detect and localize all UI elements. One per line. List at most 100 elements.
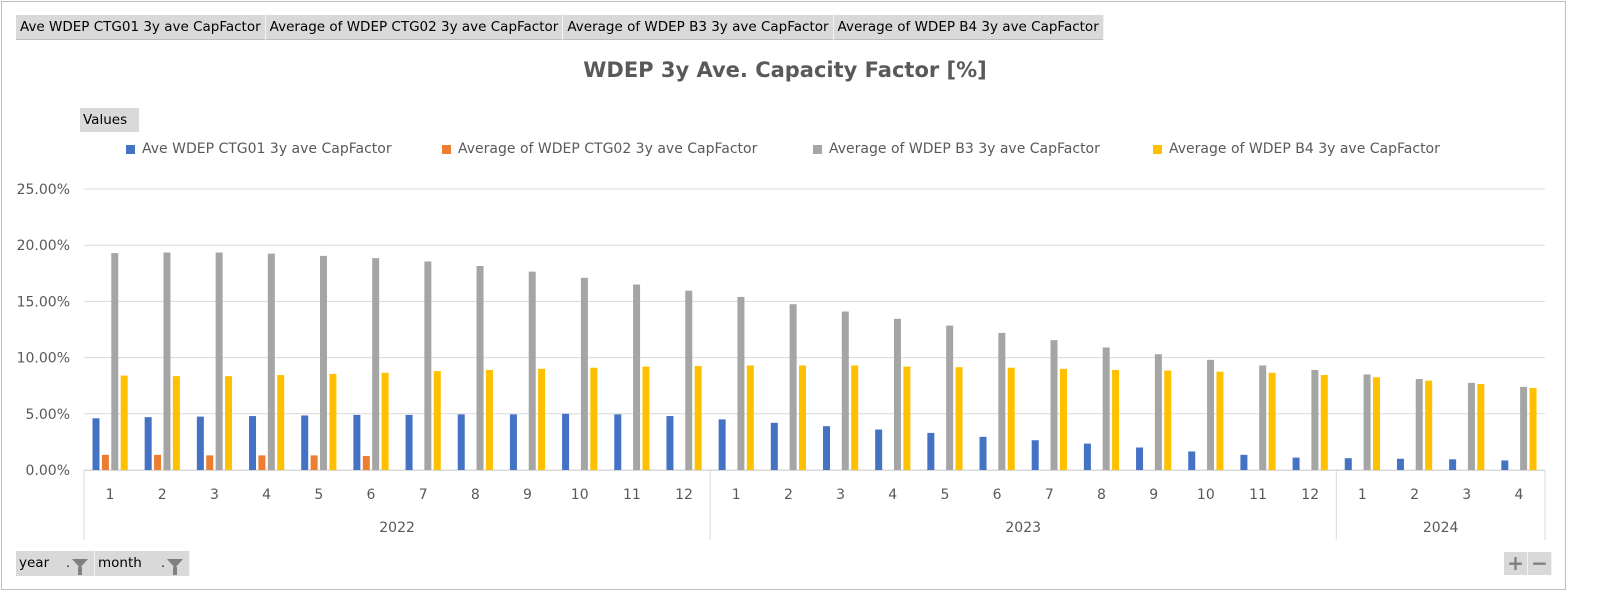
bar-3 [946, 325, 954, 470]
bar-1 [144, 417, 152, 470]
bar-1 [1188, 451, 1196, 470]
month-filter-label: month [98, 555, 142, 571]
month-label: 8 [1097, 487, 1106, 503]
bar-1 [1501, 460, 1509, 470]
chart-area [1, 1, 1566, 590]
month-label: 2 [1410, 487, 1419, 503]
bar-2 [310, 455, 318, 470]
bar-1 [249, 416, 257, 470]
year-label: 2024 [1423, 520, 1459, 536]
bar-1 [92, 418, 100, 470]
month-label: 1 [106, 487, 115, 503]
field-button-b3[interactable]: Average of WDEP B3 3y ave CapFactor [563, 15, 834, 40]
bar-4 [694, 366, 702, 470]
month-label: 8 [471, 487, 480, 503]
month-label: 3 [1462, 487, 1471, 503]
bar-4 [1268, 372, 1276, 470]
bar-4 [1164, 370, 1172, 470]
month-label: 10 [571, 487, 589, 503]
bar-3 [476, 265, 484, 470]
bar-3 [633, 284, 641, 470]
bar-1 [1449, 459, 1457, 470]
bar-4 [799, 365, 807, 470]
bar-3 [1050, 340, 1058, 470]
bar-3 [267, 253, 275, 470]
bar-2 [154, 454, 162, 470]
axis-field-buttons: year. month. [16, 551, 190, 576]
bar-3 [1467, 382, 1475, 470]
bar-4 [955, 367, 963, 470]
month-label: 10 [1197, 487, 1215, 503]
y-tick-label: 0.00% [26, 463, 70, 479]
y-tick-label: 15.00% [17, 294, 70, 310]
collapse-field-button[interactable]: − [1528, 552, 1552, 575]
month-label: 6 [993, 487, 1002, 503]
bar-1 [1083, 443, 1091, 470]
values-field-button[interactable]: Values [80, 108, 140, 132]
bar-3 [580, 277, 588, 470]
bar-3 [215, 252, 223, 470]
month-label: 6 [367, 487, 376, 503]
bar-4 [538, 368, 546, 470]
bar-1 [196, 416, 204, 470]
bar-4 [590, 367, 598, 470]
bar-4 [1320, 375, 1328, 470]
bar-1 [1344, 458, 1352, 470]
filter-icon [72, 559, 88, 575]
bar-3 [998, 332, 1006, 470]
month-label: 1 [732, 487, 741, 503]
legend-item-ctg01[interactable]: Ave WDEP CTG01 3y ave CapFactor [126, 141, 392, 157]
month-label: 7 [1045, 487, 1054, 503]
legend-swatch [126, 144, 135, 154]
bar-1 [770, 422, 778, 470]
bar-3 [111, 253, 119, 470]
bar-1 [301, 415, 309, 470]
bar-3 [789, 304, 797, 470]
bar-2 [258, 455, 266, 470]
field-button-ctg02[interactable]: Average of WDEP CTG02 3y ave CapFactor [265, 15, 564, 40]
month-label: 4 [262, 487, 271, 503]
field-button-ctg01[interactable]: Ave WDEP CTG01 3y ave CapFactor [16, 15, 266, 40]
legend-item-ctg02[interactable]: Average of WDEP CTG02 3y ave CapFactor [442, 141, 757, 157]
y-tick-label: 5.00% [26, 407, 70, 423]
bar-4 [329, 373, 337, 470]
legend-swatch [813, 144, 822, 154]
month-label: 9 [523, 487, 532, 503]
month-label: 7 [419, 487, 428, 503]
bar-1 [666, 416, 674, 470]
year-filter-label: year [19, 555, 50, 571]
month-label: 11 [1249, 487, 1267, 503]
month-filter-button[interactable]: month. [95, 551, 190, 576]
bar-3 [1259, 365, 1267, 470]
bar-1 [1136, 447, 1144, 470]
bar-2 [206, 455, 214, 470]
bar-4 [1477, 384, 1485, 470]
year-label: 2022 [379, 520, 415, 536]
year-label: 2023 [1005, 520, 1041, 536]
y-tick-label: 20.00% [17, 238, 70, 254]
expand-field-button[interactable]: + [1504, 552, 1528, 575]
bar-4 [277, 375, 285, 470]
bar-3 [1415, 378, 1423, 470]
bar-1 [405, 414, 413, 470]
field-button-b4[interactable]: Average of WDEP B4 3y ave CapFactor [833, 15, 1104, 40]
filter-icon [167, 559, 183, 575]
bar-3 [1154, 354, 1162, 470]
bar-2 [101, 454, 109, 470]
bar-1 [457, 414, 465, 470]
bar-4 [381, 372, 389, 470]
month-label: 5 [314, 487, 323, 503]
bar-3 [1363, 374, 1371, 470]
year-filter-button[interactable]: year. [16, 551, 95, 576]
legend-item-b3[interactable]: Average of WDEP B3 3y ave CapFactor [813, 141, 1100, 157]
bar-3 [841, 311, 849, 470]
bar-1 [1240, 454, 1248, 470]
bar-1 [979, 436, 987, 470]
legend-swatch [1153, 144, 1162, 154]
bar-3 [1520, 386, 1528, 470]
bar-4 [433, 371, 441, 470]
bar-4 [1372, 377, 1380, 470]
month-label: 12 [675, 487, 693, 503]
chart-title: WDEP 3y Ave. Capacity Factor [%] [583, 58, 987, 82]
legend-item-b4[interactable]: Average of WDEP B4 3y ave CapFactor [1153, 141, 1440, 157]
